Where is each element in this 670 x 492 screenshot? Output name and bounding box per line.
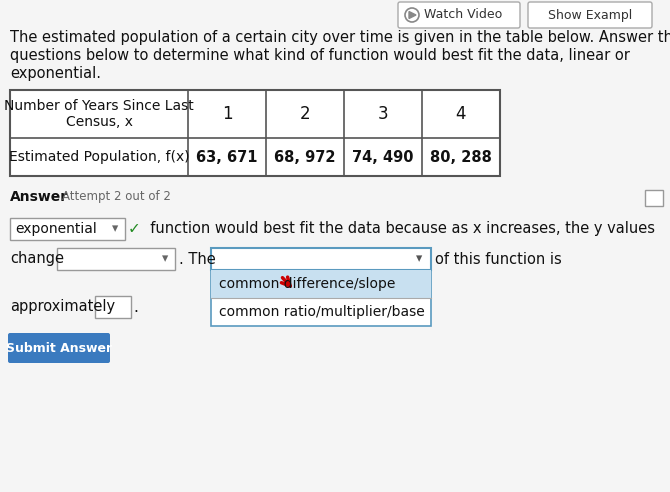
FancyBboxPatch shape bbox=[10, 218, 125, 240]
FancyBboxPatch shape bbox=[528, 2, 652, 28]
Text: common ratio/multiplier/base: common ratio/multiplier/base bbox=[219, 305, 425, 319]
Text: 1: 1 bbox=[222, 105, 232, 123]
Text: of this function is: of this function is bbox=[435, 251, 561, 267]
Text: 4: 4 bbox=[456, 105, 466, 123]
Text: ▾: ▾ bbox=[162, 252, 168, 266]
Text: approximately: approximately bbox=[10, 300, 115, 314]
Text: ▾: ▾ bbox=[112, 222, 118, 236]
FancyBboxPatch shape bbox=[10, 90, 500, 176]
Text: Number of Years Since Last
Census, x: Number of Years Since Last Census, x bbox=[4, 99, 194, 129]
Text: change: change bbox=[10, 251, 64, 267]
FancyBboxPatch shape bbox=[95, 296, 131, 318]
Text: Attempt 2 out of 2: Attempt 2 out of 2 bbox=[62, 190, 171, 203]
Text: ✓: ✓ bbox=[128, 221, 141, 237]
FancyBboxPatch shape bbox=[645, 190, 663, 206]
FancyBboxPatch shape bbox=[398, 2, 520, 28]
Text: .: . bbox=[133, 300, 138, 314]
Text: exponential.: exponential. bbox=[10, 66, 101, 81]
Text: . The: . The bbox=[179, 251, 216, 267]
FancyBboxPatch shape bbox=[211, 270, 431, 298]
Polygon shape bbox=[409, 11, 416, 19]
Text: exponential: exponential bbox=[15, 222, 96, 236]
Text: function would best fit the data because as x increases, the y values: function would best fit the data because… bbox=[141, 221, 655, 237]
FancyBboxPatch shape bbox=[8, 333, 110, 363]
FancyBboxPatch shape bbox=[211, 248, 431, 270]
FancyBboxPatch shape bbox=[211, 270, 431, 326]
Text: questions below to determine what kind of function would best fit the data, line: questions below to determine what kind o… bbox=[10, 48, 630, 63]
Text: Show Exampl: Show Exampl bbox=[548, 8, 632, 22]
Text: 74, 490: 74, 490 bbox=[352, 150, 414, 164]
Text: 63, 671: 63, 671 bbox=[196, 150, 258, 164]
Text: 3: 3 bbox=[378, 105, 389, 123]
Text: common difference/slope: common difference/slope bbox=[219, 277, 395, 291]
Text: Estimated Population, f(x): Estimated Population, f(x) bbox=[9, 150, 190, 164]
Text: The estimated population of a certain city over time is given in the table below: The estimated population of a certain ci… bbox=[10, 30, 670, 45]
Text: 2: 2 bbox=[299, 105, 310, 123]
Text: Answer: Answer bbox=[10, 190, 68, 204]
Text: ▾: ▾ bbox=[416, 252, 422, 266]
FancyBboxPatch shape bbox=[57, 248, 175, 270]
Text: Watch Video: Watch Video bbox=[424, 8, 502, 22]
Text: 80, 288: 80, 288 bbox=[430, 150, 492, 164]
Text: Submit Answer: Submit Answer bbox=[6, 341, 112, 355]
Text: 68, 972: 68, 972 bbox=[274, 150, 336, 164]
